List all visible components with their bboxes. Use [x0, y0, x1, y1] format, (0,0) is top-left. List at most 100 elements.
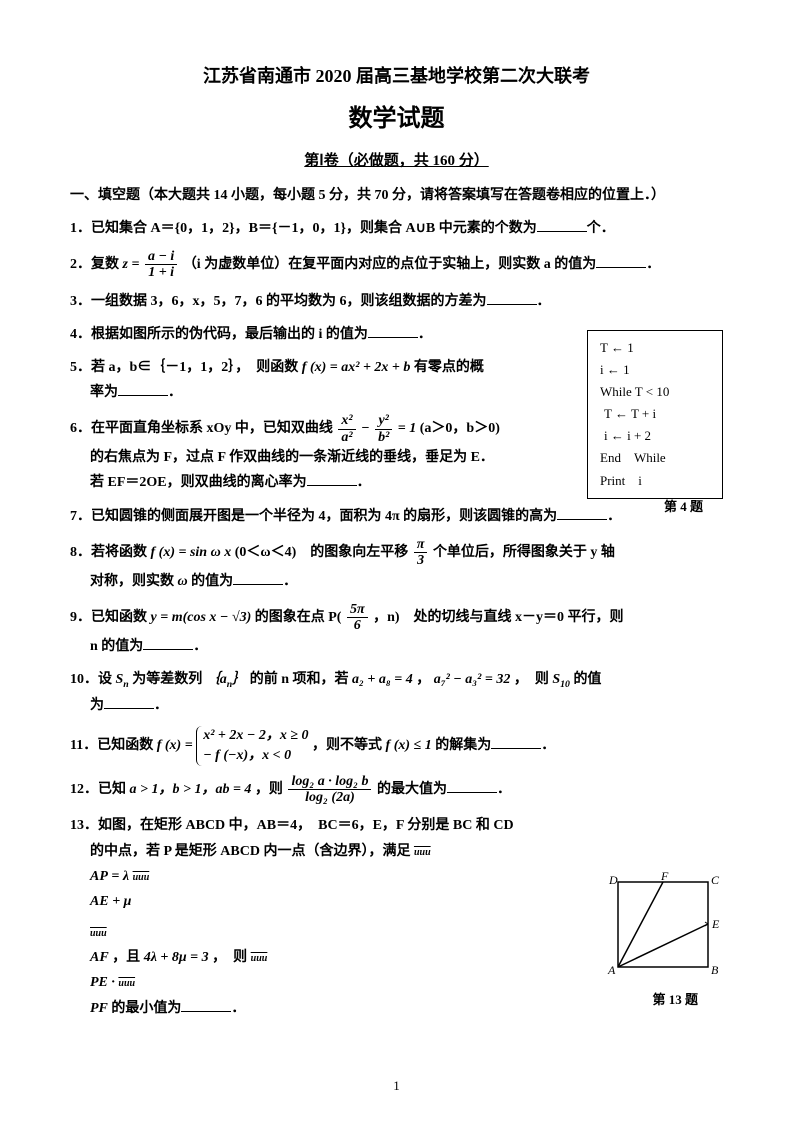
q6-f2d: b²: [375, 430, 392, 445]
q10-an: ｛an｝: [206, 672, 246, 687]
q10-blank: [104, 694, 154, 709]
q8-omega: ω: [178, 574, 188, 589]
lbl-B: B: [711, 963, 719, 977]
q6-blank: [307, 471, 357, 486]
question-8: 8．若将函数 f (x) = sin ω x (0＜ω＜4) 的图象向左平移 π…: [70, 537, 723, 594]
q1-blank: [537, 217, 587, 232]
q10-line2: 为．: [90, 693, 723, 718]
q6-eq: = 1: [398, 422, 416, 437]
q13-l2: 的中点，若 P 是矩形 ABCD 内一点（含边界），满足 uuuAP = λ u…: [90, 839, 560, 915]
q2-den: 1 + i: [145, 265, 177, 280]
q7-blank: [557, 505, 607, 520]
lbl-C: C: [711, 873, 720, 887]
q3-blank: [487, 290, 537, 305]
q6-line2: 的右焦点为 F，过点 F 作双曲线的一条渐近线的垂线，垂足为 E．: [90, 445, 560, 470]
q13-cond2: 4λ + 8μ = 3: [144, 950, 209, 965]
q8-fd: 3: [414, 553, 428, 568]
page-number: 1: [0, 1074, 793, 1097]
codebox-caption: 第 4 题: [664, 495, 703, 518]
question-3: 3．一组数据 3，6，x，5，7，6 的平均数为 6，则该组数据的方差为．: [70, 289, 723, 314]
q2-num: a − i: [145, 249, 177, 265]
q2-mid: （i 为虚数单位）在复平面内对应的点位于实轴上，则实数 a 的值为: [183, 257, 596, 272]
q13-eq: = λ: [111, 869, 129, 884]
exam-title: 数学试题: [70, 98, 723, 141]
q6-minus: −: [361, 422, 369, 437]
q11-case1: x² + 2x − 2，x ≥ 0: [203, 726, 308, 746]
q8-frac: π 3: [414, 537, 428, 569]
q12-fd: log₂ (2a): [288, 790, 371, 805]
q6-f1d: a²: [338, 430, 355, 445]
pseudocode-box: T ← 1 i ← 1 While T < 10 T ← T + i i ← i…: [587, 330, 723, 499]
q8-pre: 8．若将函数: [70, 545, 147, 560]
exam-section: 第Ⅰ卷（必做题，共 160 分）: [70, 148, 723, 175]
q11-piecewise: x² + 2x − 2，x ≥ 0 − f (−x)，x < 0: [196, 726, 308, 765]
q10-eq2: a₇² − a₃² = 32: [434, 672, 511, 687]
question-13: 13．如图，在矩形 ABCD 中，AB＝4， BC＝6，E，F 分别是 BC 和…: [70, 813, 560, 1021]
code-l5: i ← i + 2: [600, 425, 710, 447]
q13-vec-af: uuuAF: [90, 925, 109, 965]
question-5: 5．若 a，b∈｛－1，1，2｝， 则函数 f (x) = ax² + 2x +…: [70, 355, 560, 405]
q10-mid3: ， 则: [514, 672, 549, 687]
q11-blank: [491, 734, 541, 749]
diagram-svg: D F C E A B: [603, 870, 723, 980]
section-instructions: 一、填空题（本大题共 14 小题，每小题 5 分，共 70 分，请将答案填写在答…: [70, 183, 723, 208]
q9-fx: y = m(cos x − √3): [151, 610, 252, 625]
code-l7: Print i: [600, 470, 710, 492]
lbl-E: E: [711, 917, 720, 931]
q8-l2-post: 的值为: [191, 574, 233, 589]
q13-l3-mid: ，且: [112, 950, 140, 965]
q10-mid2: 的前 n 项和，若: [250, 672, 349, 687]
q11-pre: 11．已知函数: [70, 738, 153, 753]
q10-l2: 为: [90, 698, 104, 713]
q13-blank: [181, 997, 231, 1012]
lbl-D: D: [608, 873, 618, 887]
q8-blank: [233, 570, 283, 585]
q6-pre: 6．在平面直角坐标系 xOy 中，已知双曲线: [70, 422, 333, 437]
q6-f1n: x²: [338, 413, 355, 429]
q10-S10: S10: [552, 672, 570, 687]
code-l1: T ← 1: [600, 337, 710, 359]
q4-blank: [368, 323, 418, 338]
exam-header-line1: 江苏省南通市 2020 届高三基地学校第二次大联考: [70, 60, 723, 92]
q2-blank: [596, 253, 646, 268]
q12-pre: 12．已知: [70, 782, 126, 797]
question-9: 9．已知函数 y = m(cos x − √3) 的图象在点 P( 5π 6 ，…: [70, 602, 723, 659]
q2-pre: 2．复数: [70, 257, 119, 272]
q13-l3-mid2: ， 则: [212, 950, 247, 965]
q12-cond: a > 1，b > 1，ab = 4: [130, 782, 252, 797]
q4-pre: 4．根据如图所示的伪代码，最后输出的 i 的值为: [70, 327, 368, 342]
q10-c1: ，: [416, 672, 430, 687]
lbl-A: A: [607, 963, 616, 977]
q13-l2-pre: 的中点，若 P 是矩形 ABCD 内一点（含边界），满足: [90, 844, 410, 859]
q12-post: 的最大值为: [377, 782, 447, 797]
q11-post: 的解集为: [435, 738, 491, 753]
question-11: 11．已知函数 f (x) = x² + 2x − 2，x ≥ 0 − f (−…: [70, 726, 723, 765]
q9-blank: [143, 635, 193, 650]
q5-blank: [118, 381, 168, 396]
q6-cond: (a＞0，b＞0): [420, 422, 500, 437]
q10-pre: 10．设: [70, 672, 112, 687]
q12-fn: log₂ a · log₂ b: [288, 774, 371, 790]
q1-text: 1．已知集合 A＝{0，1，2}，B＝{－1，0，1}，则集合 A∪B 中元素的…: [70, 221, 537, 236]
q8-cond: (0＜ω＜4) 的图象向左平移: [235, 545, 409, 560]
q8-fn: π: [414, 537, 428, 553]
q9-pre: 9．已知函数: [70, 610, 147, 625]
q8-fx: f (x) = sin ω x: [151, 545, 232, 560]
q3-pre: 3．一组数据 3，6，x，5，7，6 的平均数为 6，则该组数据的方差为: [70, 294, 487, 309]
q5-pre: 5．若 a，b∈｛－1，1，2｝， 则函数: [70, 360, 298, 375]
q12-frac: log₂ a · log₂ b log₂ (2a): [288, 774, 371, 806]
q6-line3: 若 EF＝2OE，则双曲线的离心率为．: [90, 470, 560, 495]
question-1: 1．已知集合 A＝{0，1，2}，B＝{－1，0，1}，则集合 A∪B 中元素的…: [70, 216, 723, 241]
q6-f2n: y²: [375, 413, 392, 429]
q1-post: 个．: [587, 221, 615, 236]
q11-fx: f (x) =: [157, 738, 193, 753]
q13-l3: uuuAF ，且 4λ + 8μ = 3 ， 则 uuuPE · uuuPF 的…: [90, 920, 560, 1021]
q10-post: 的值: [573, 672, 601, 687]
q6-frac1: x² a²: [338, 413, 355, 445]
q6-l3-pre: 若 EF＝2OE，则双曲线的离心率为: [90, 475, 307, 490]
q2-fraction: a − i 1 + i: [145, 249, 177, 281]
q2-z: z =: [123, 257, 140, 272]
question-6: 6．在平面直角坐标系 xOy 中，已知双曲线 x² a² − y² b² = 1…: [70, 413, 560, 495]
q9-frac: 5π 6: [347, 602, 368, 634]
question-2: 2．复数 z = a − i 1 + i （i 为虚数单位）在复平面内对应的点位…: [70, 249, 723, 281]
